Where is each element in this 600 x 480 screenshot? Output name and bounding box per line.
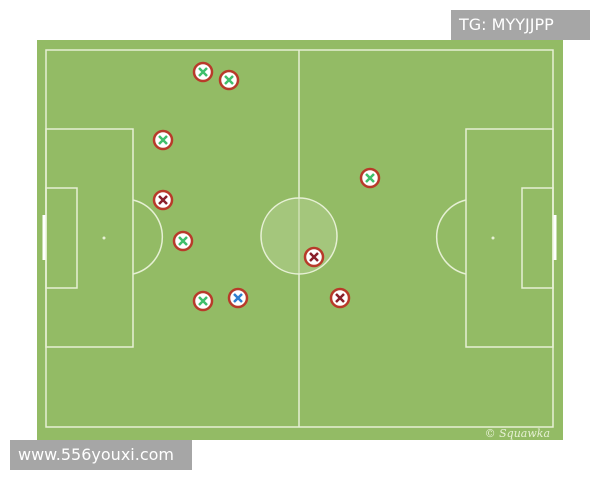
- marker-green-x-icon: [172, 230, 194, 252]
- marker-green-x-icon: [192, 61, 214, 83]
- marker-blue-x-icon: [227, 287, 249, 309]
- pitch-lines: [42, 49, 557, 428]
- marker-red-x-icon: [152, 189, 174, 211]
- marker-green-x-icon: [359, 167, 381, 189]
- marker-green-x-icon: [218, 69, 240, 91]
- marker-green-x-icon: [152, 129, 174, 151]
- marker-red-x-icon: [329, 287, 351, 309]
- credit-text: © Squawka: [485, 427, 550, 440]
- watermark-top: TG: MYYJJPP: [451, 10, 590, 40]
- marker-red-x-icon: [303, 246, 325, 268]
- marker-layer: [152, 61, 381, 312]
- football-pitch: © Squawka: [37, 40, 563, 440]
- watermark-bottom: www.556youxi.com: [10, 440, 192, 470]
- marker-green-x-icon: [192, 290, 214, 312]
